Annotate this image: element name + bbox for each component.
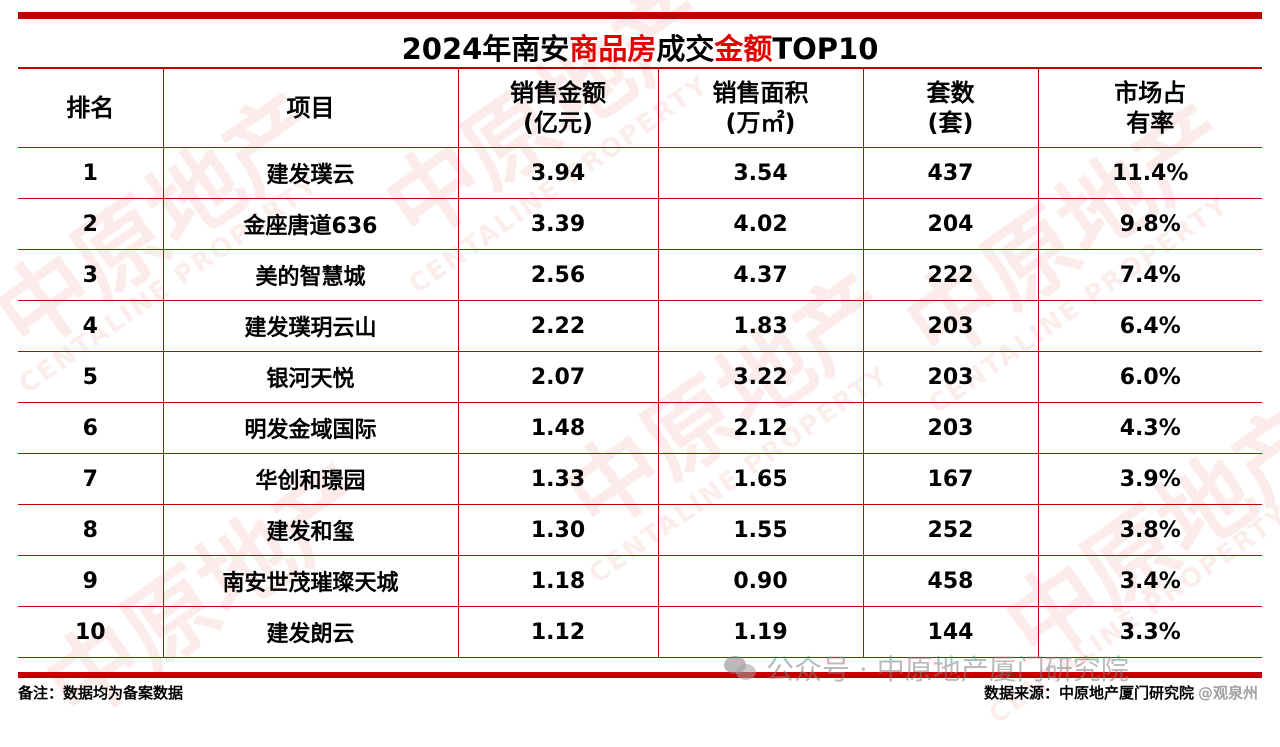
cell-rank: 7 bbox=[18, 453, 164, 505]
cell-units: 203 bbox=[862, 300, 1039, 352]
cell-area: 1.19 bbox=[657, 606, 864, 658]
cell-share: 11.4% bbox=[1037, 147, 1262, 199]
cell-share: 3.8% bbox=[1037, 504, 1262, 556]
cell-amount: 2.22 bbox=[457, 300, 659, 352]
table-row: 1 建发璞云 3.94 3.54 437 11.4% bbox=[18, 147, 1262, 199]
cell-amount: 1.33 bbox=[457, 453, 659, 505]
cell-area: 2.12 bbox=[657, 402, 864, 454]
cell-units: 458 bbox=[862, 555, 1039, 607]
cell-amount: 3.94 bbox=[457, 147, 659, 199]
cell-share: 6.0% bbox=[1037, 351, 1262, 403]
cell-rank: 6 bbox=[18, 402, 164, 454]
cell-units: 204 bbox=[862, 198, 1039, 250]
cell-area: 1.65 bbox=[657, 453, 864, 505]
cell-area: 3.54 bbox=[657, 147, 864, 199]
cell-area: 1.83 bbox=[657, 300, 864, 352]
top-accent-bar bbox=[18, 12, 1262, 19]
cell-units: 437 bbox=[862, 147, 1039, 199]
table-row: 4 建发璞玥云山 2.22 1.83 203 6.4% bbox=[18, 300, 1262, 352]
cell-amount: 3.39 bbox=[457, 198, 659, 250]
table-row: 3 美的智慧城 2.56 4.37 222 7.4% bbox=[18, 249, 1262, 301]
cell-rank: 9 bbox=[18, 555, 164, 607]
cell-share: 3.3% bbox=[1037, 606, 1262, 658]
table-row: 9 南安世茂璀璨天城 1.18 0.90 458 3.4% bbox=[18, 555, 1262, 607]
cell-amount: 2.07 bbox=[457, 351, 659, 403]
cell-area: 4.37 bbox=[657, 249, 864, 301]
cell-units: 167 bbox=[862, 453, 1039, 505]
cell-project: 华创和璟园 bbox=[162, 453, 459, 505]
table-row: 6 明发金域国际 1.48 2.12 203 4.3% bbox=[18, 402, 1262, 454]
cell-share: 7.4% bbox=[1037, 249, 1262, 301]
cell-rank: 10 bbox=[18, 606, 164, 658]
cell-units: 222 bbox=[862, 249, 1039, 301]
title-part: TOP10 bbox=[772, 32, 879, 66]
wechat-watermark-text: 公众号 · 中原地产厦门研究院 bbox=[766, 653, 1129, 686]
cell-project: 建发和玺 bbox=[162, 504, 459, 556]
cell-amount: 1.12 bbox=[457, 606, 659, 658]
cell-project: 南安世茂璀璨天城 bbox=[162, 555, 459, 607]
cell-rank: 2 bbox=[18, 198, 164, 250]
cell-share: 9.8% bbox=[1037, 198, 1262, 250]
page-title: 2024年南安商品房成交金额TOP10 bbox=[18, 30, 1262, 68]
header-amount: 销售金额 (亿元) bbox=[457, 67, 659, 148]
table-row: 2 金座唐道636 3.39 4.02 204 9.8% bbox=[18, 198, 1262, 250]
table-body: 1 建发璞云 3.94 3.54 437 11.4% 2 金座唐道636 3.39 4.02 204… bbox=[18, 147, 1262, 658]
header-row: 排名 项目 销售金额 (亿元) 销售面积 (万㎡) 套数 (套) 市场占 有率 bbox=[18, 67, 1262, 148]
sales-ranking-table: 排名 项目 销售金额 (亿元) 销售面积 (万㎡) 套数 (套) 市场占 有率 1 建发璞… bbox=[18, 67, 1262, 658]
header-rank: 排名 bbox=[18, 67, 164, 148]
bottom-accent-bar bbox=[18, 672, 1262, 678]
cell-area: 4.02 bbox=[657, 198, 864, 250]
cell-amount: 1.30 bbox=[457, 504, 659, 556]
header-units: 套数 (套) bbox=[862, 67, 1039, 148]
cell-units: 252 bbox=[862, 504, 1039, 556]
cell-project: 建发朗云 bbox=[162, 606, 459, 658]
cell-project: 美的智慧城 bbox=[162, 249, 459, 301]
cell-amount: 2.56 bbox=[457, 249, 659, 301]
cell-amount: 1.18 bbox=[457, 555, 659, 607]
cell-area: 0.90 bbox=[657, 555, 864, 607]
cell-amount: 1.48 bbox=[457, 402, 659, 454]
cell-project: 建发璞云 bbox=[162, 147, 459, 199]
wechat-icon bbox=[724, 654, 758, 682]
wechat-watermark: 公众号 · 中原地产厦门研究院 bbox=[724, 648, 1129, 688]
cell-rank: 5 bbox=[18, 351, 164, 403]
cell-area: 1.55 bbox=[657, 504, 864, 556]
cell-share: 3.9% bbox=[1037, 453, 1262, 505]
handle-watermark: @观泉州 bbox=[1197, 684, 1258, 702]
table-row: 10 建发朗云 1.12 1.19 144 3.3% bbox=[18, 606, 1262, 658]
cell-rank: 1 bbox=[18, 147, 164, 199]
header-project: 项目 bbox=[162, 67, 459, 148]
cell-project: 明发金域国际 bbox=[162, 402, 459, 454]
title-highlight: 金额 bbox=[714, 32, 773, 66]
title-part: 成交 bbox=[656, 32, 715, 66]
table-row: 8 建发和玺 1.30 1.55 252 3.8% bbox=[18, 504, 1262, 556]
cell-rank: 3 bbox=[18, 249, 164, 301]
table-row: 7 华创和璟园 1.33 1.65 167 3.9% bbox=[18, 453, 1262, 505]
cell-rank: 4 bbox=[18, 300, 164, 352]
cell-share: 3.4% bbox=[1037, 555, 1262, 607]
cell-units: 144 bbox=[862, 606, 1039, 658]
title-part: 2024年南安 bbox=[401, 32, 570, 66]
table-row: 5 银河天悦 2.07 3.22 203 6.0% bbox=[18, 351, 1262, 403]
footer-note: 备注：数据均为备案数据 bbox=[18, 684, 184, 702]
cell-share: 4.3% bbox=[1037, 402, 1262, 454]
cell-units: 203 bbox=[862, 402, 1039, 454]
cell-area: 3.22 bbox=[657, 351, 864, 403]
title-highlight: 商品房 bbox=[569, 32, 657, 66]
cell-share: 6.4% bbox=[1037, 300, 1262, 352]
cell-project: 银河天悦 bbox=[162, 351, 459, 403]
cell-units: 203 bbox=[862, 351, 1039, 403]
footer-source: 数据来源：中原地产厦门研究院 @观泉州 bbox=[983, 684, 1258, 702]
cell-project: 金座唐道636 bbox=[162, 198, 459, 250]
cell-project: 建发璞玥云山 bbox=[162, 300, 459, 352]
header-area: 销售面积 (万㎡) bbox=[657, 67, 864, 148]
cell-rank: 8 bbox=[18, 504, 164, 556]
header-share: 市场占 有率 bbox=[1037, 67, 1262, 148]
